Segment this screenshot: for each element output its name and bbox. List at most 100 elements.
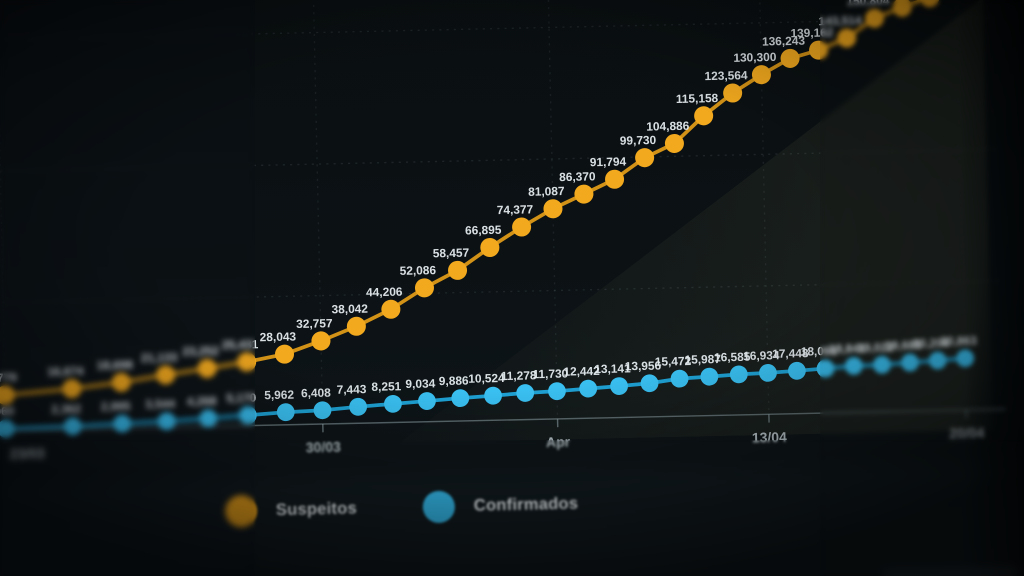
data-point-confirmados[interactable] [384,394,402,413]
data-point-suspeitos[interactable] [892,0,912,17]
data-point-suspeitos[interactable] [311,331,331,351]
data-point-confirmados[interactable] [700,367,719,386]
data-point-suspeitos[interactable] [543,199,563,219]
data-point-confirmados[interactable] [63,417,82,436]
point-label-suspeitos: 86,370 [559,169,596,184]
point-label-suspeitos: 81,087 [528,184,565,199]
legend-item-confirmados[interactable]: Confirmados [422,488,579,524]
point-label-suspeitos: 150,804 [846,0,890,8]
point-label-confirmados: 7,443 [336,382,366,397]
legend-label-confirmados: Confirmados [473,494,579,515]
point-label-suspeitos: 99,730 [620,133,657,148]
data-point-suspeitos[interactable] [156,365,176,385]
point-label-suspeitos: 32,757 [296,316,333,331]
data-point-suspeitos[interactable] [512,217,532,237]
gridline-vertical [312,0,324,425]
point-label-confirmados: 2,995 [101,399,131,414]
point-label-confirmados: 4,268 [187,394,217,409]
gridline-vertical [956,0,967,410]
point-label-suspeitos: 74,377 [497,202,534,217]
data-point-confirmados[interactable] [928,351,947,370]
data-point-confirmados[interactable] [238,406,257,425]
legend-label-suspeitos: Suspeitos [275,499,358,519]
point-label-suspeitos: 130,300 [733,50,777,65]
point-label-confirmados: 3,544 [145,397,175,412]
data-point-confirmados[interactable] [451,389,470,408]
line-chart: 23/03 30/03 Apr 13/04 20/04 14,779 16,674 18,69… [0,0,1006,462]
point-label-suspeitos: 18,698 [96,358,133,373]
point-label-confirmados: 20,863 [940,334,977,349]
data-point-confirmados[interactable] [276,403,295,422]
point-label-suspeitos: 115,158 [676,91,719,106]
data-point-confirmados[interactable] [759,364,777,382]
data-point-confirmados[interactable] [199,409,218,428]
data-point-confirmados[interactable] [816,359,835,378]
point-label-confirmados: 5,170 [226,391,256,406]
data-point-suspeitos[interactable] [414,278,434,298]
point-label-suspeitos: 38,042 [331,302,368,317]
gridline-horizontal [0,280,999,304]
data-point-confirmados[interactable] [579,379,598,398]
data-point-confirmados[interactable] [610,377,628,395]
data-point-suspeitos[interactable] [0,385,15,405]
x-tick-label: 30/03 [306,439,342,456]
legend-item-suspeitos[interactable]: Suspeitos [224,493,358,528]
point-label-suspeitos: 58,457 [433,246,470,261]
x-tick-label: 13/04 [752,429,788,446]
point-label-suspeitos: 66,895 [465,223,502,238]
data-point-confirmados[interactable] [349,397,368,416]
point-label-confirmados: 9,034 [405,376,435,391]
x-tick-label: 20/04 [949,425,985,442]
data-point-confirmados[interactable] [640,374,659,393]
data-point-confirmados[interactable] [873,355,891,374]
data-point-confirmados[interactable] [901,353,919,372]
confirmados-swatch-icon [422,490,456,524]
data-point-confirmados[interactable] [956,349,975,368]
data-point-suspeitos[interactable] [574,184,594,204]
data-point-confirmados[interactable] [844,357,863,375]
point-label-confirmados: 2,362 [51,402,81,417]
point-label-confirmados: 6,408 [301,386,331,401]
data-point-suspeitos[interactable] [111,372,131,392]
point-label-suspeitos: 23,252 [182,344,219,359]
data-point-confirmados[interactable] [729,365,748,384]
data-point-suspeitos[interactable] [197,358,217,378]
data-point-suspeitos[interactable] [751,65,771,85]
point-label-suspeitos: 25,431 [222,337,259,352]
point-label-confirmados: 9,886 [439,373,469,388]
data-point-confirmados[interactable] [787,361,806,380]
point-label-suspeitos: 44,206 [366,285,403,300]
data-point-confirmados[interactable] [0,419,15,438]
data-point-confirmados[interactable] [113,414,132,433]
point-label-suspeitos: 104,886 [646,119,690,134]
data-point-confirmados[interactable] [548,382,566,401]
data-point-suspeitos[interactable] [809,40,829,60]
data-point-suspeitos[interactable] [62,379,82,399]
point-label-suspeitos: 21,133 [141,350,178,365]
data-point-confirmados[interactable] [313,401,332,420]
data-point-confirmados[interactable] [516,384,535,402]
data-point-suspeitos[interactable] [237,352,257,372]
point-label-suspeitos: 143,514 [818,13,862,28]
data-point-confirmados[interactable] [418,392,436,410]
data-point-suspeitos[interactable] [780,48,800,68]
suspeitos-swatch-icon [224,494,258,528]
point-label-suspeitos: 123,564 [704,68,748,83]
data-point-suspeitos[interactable] [381,299,401,319]
point-label-confirmados: 5,962 [264,388,294,403]
data-point-suspeitos[interactable] [346,316,366,336]
point-label-suspeitos: 28,043 [260,329,297,344]
point-label-suspeitos: 16,674 [47,364,84,379]
data-point-confirmados[interactable] [484,386,502,405]
x-axis-line [0,408,1006,433]
point-label-suspeitos: 52,086 [400,263,437,278]
data-point-suspeitos[interactable] [920,0,940,8]
x-tick-label: 23/03 [10,445,46,462]
gridline-vertical [0,0,7,431]
point-label-suspeitos: 91,794 [590,155,627,170]
data-point-confirmados[interactable] [670,369,689,388]
point-label-confirmados: 2,060 [0,404,15,419]
data-point-suspeitos[interactable] [274,344,295,364]
